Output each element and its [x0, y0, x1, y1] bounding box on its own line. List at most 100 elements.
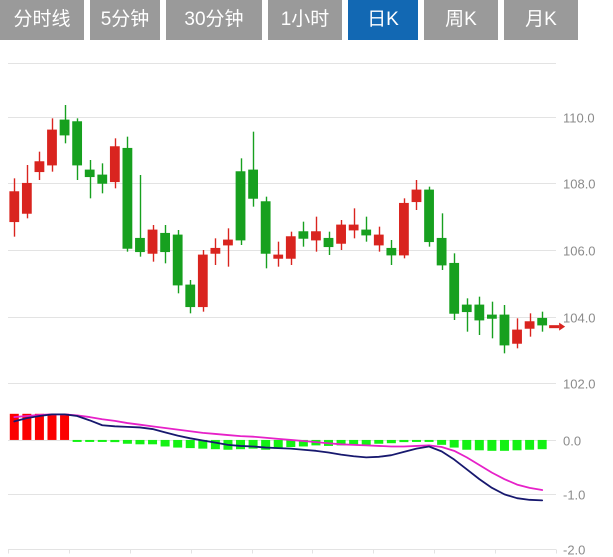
price-axis-label: 104.0	[563, 311, 596, 326]
tab-2[interactable]: 5分钟	[90, 0, 160, 40]
macd-histogram-bar	[236, 439, 246, 450]
candle-body	[424, 189, 434, 243]
candle	[285, 231, 296, 265]
candle	[223, 228, 233, 267]
tab-3[interactable]: 30分钟	[166, 0, 262, 40]
candle-body	[185, 284, 196, 308]
tab-label: 分时线	[13, 9, 71, 30]
macd-histogram-bar	[537, 439, 547, 450]
tab-7[interactable]: 月K	[504, 0, 578, 40]
macd-histogram-bar	[286, 439, 296, 448]
candle-body	[285, 236, 296, 259]
candle	[399, 198, 409, 259]
price-axis-label: 106.0	[563, 244, 596, 259]
candle-body	[512, 329, 522, 344]
macd-histogram-bar	[160, 439, 170, 447]
candle-body	[47, 129, 57, 166]
candle	[411, 180, 422, 210]
candle	[348, 208, 359, 239]
macd-histogram-bar	[411, 439, 421, 442]
candle	[361, 216, 372, 242]
candle	[248, 131, 258, 207]
candle	[499, 305, 510, 354]
tab-4[interactable]: 1小时	[268, 0, 342, 40]
toolbar-divider	[8, 63, 556, 64]
candle	[21, 165, 32, 219]
macd-histogram-bar	[210, 439, 220, 450]
candle	[185, 280, 196, 314]
candle-body	[122, 147, 133, 249]
candle	[109, 138, 120, 189]
candle	[122, 136, 133, 252]
candle	[424, 186, 434, 247]
candle	[160, 225, 171, 264]
macd-histogram-bar	[273, 439, 283, 449]
candle-body	[72, 121, 83, 166]
candle-body	[348, 224, 359, 231]
macd-x-axis	[8, 549, 557, 554]
candle-body	[109, 146, 120, 183]
candle	[436, 213, 447, 270]
candle-body	[260, 201, 271, 254]
candle	[72, 118, 83, 180]
candle	[449, 253, 460, 320]
candle-body	[59, 119, 70, 136]
candle	[59, 105, 70, 144]
macd-histogram-bar	[173, 439, 183, 448]
candle-body	[499, 314, 510, 346]
price-axis-label: 108.0	[563, 177, 596, 192]
candle-body	[436, 237, 447, 266]
macd-histogram-bar	[449, 439, 459, 448]
tab-label: 周K	[445, 9, 477, 30]
macd-histogram-bar	[85, 439, 95, 442]
macd-histogram-bar	[135, 439, 145, 445]
macd-histogram-bar	[60, 413, 70, 440]
candle	[373, 226, 384, 252]
candle-body	[34, 161, 45, 173]
candle	[84, 160, 95, 199]
candle	[97, 163, 108, 194]
candle-body	[235, 171, 246, 241]
candle-body	[336, 224, 346, 244]
macd-line-dif	[13, 413, 544, 502]
macd-histogram-bar	[399, 439, 409, 443]
candle-body	[97, 174, 108, 184]
candle-body	[537, 317, 548, 326]
tab-6[interactable]: 周K	[424, 0, 498, 40]
candle-body	[147, 229, 158, 254]
tab-1[interactable]: 分时线	[0, 0, 84, 40]
candle-body	[524, 321, 535, 329]
tab-label: 5分钟	[100, 9, 150, 30]
candle-body	[474, 304, 485, 321]
candle	[9, 178, 20, 237]
macd-histogram-bar	[512, 439, 522, 451]
macd-histogram-bar	[148, 439, 158, 445]
candlestick-panel[interactable]: 110.0 108.0 106.0 104.0 102.0	[0, 90, 613, 410]
candle	[461, 298, 472, 332]
candle	[474, 296, 485, 335]
candle	[386, 240, 397, 265]
candle	[486, 301, 497, 339]
macd-line-dea	[13, 413, 544, 491]
candle	[524, 313, 535, 337]
candle	[260, 196, 271, 269]
price-axis-label: 102.0	[563, 377, 596, 392]
tab-label: 30分钟	[184, 9, 244, 30]
candle	[235, 158, 246, 245]
candle-body	[298, 231, 309, 239]
last-price-marker	[549, 322, 566, 331]
candlestick-svg: 110.0 108.0 106.0 104.0 102.0	[8, 105, 596, 392]
candle	[311, 216, 321, 252]
macd-axis-label: -1.0	[563, 488, 585, 503]
candle-body	[248, 169, 258, 199]
macd-histogram-bar	[349, 439, 359, 445]
macd-histogram-bar	[298, 439, 308, 447]
macd-histogram-bar	[474, 439, 484, 451]
candle-body	[172, 234, 183, 286]
macd-histogram-bar	[361, 439, 371, 446]
candle	[210, 238, 221, 265]
candle-body	[373, 234, 384, 246]
candle-body	[486, 314, 497, 319]
tab-5[interactable]: 日K	[348, 0, 418, 40]
macd-panel[interactable]: 0.0 -1.0 -2.0	[0, 410, 613, 557]
